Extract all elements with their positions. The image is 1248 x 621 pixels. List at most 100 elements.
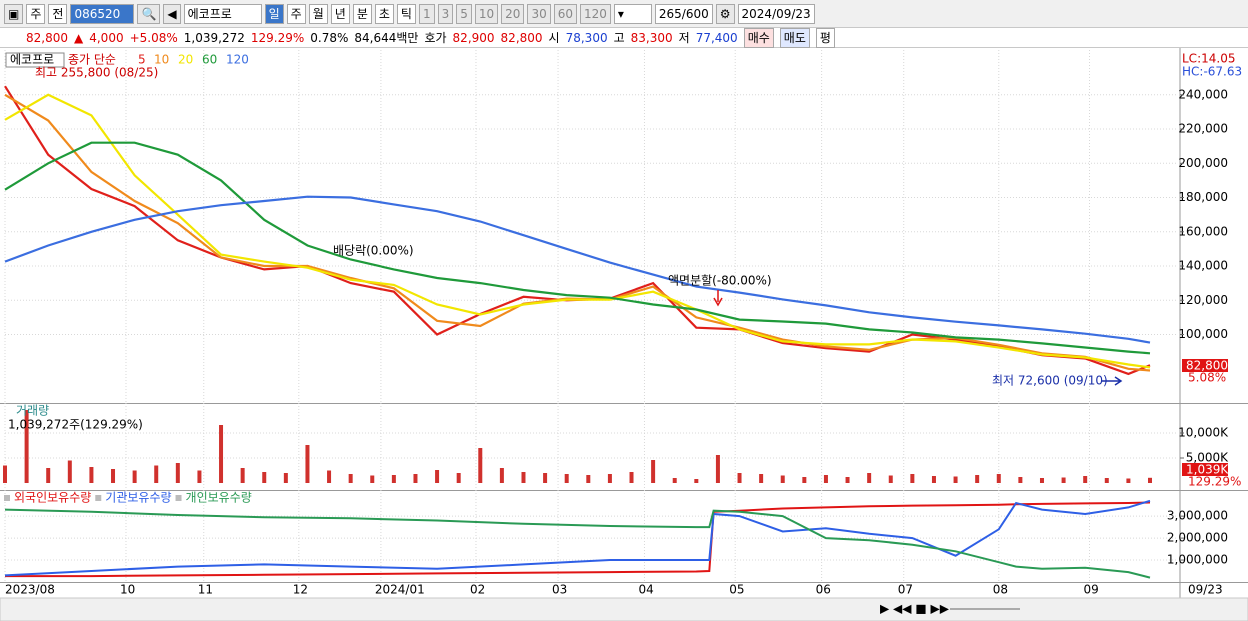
y-tick-label: 160,000	[1178, 224, 1228, 238]
label: 시	[548, 31, 560, 45]
interval[interactable]: 분	[352, 3, 372, 24]
panel-subtitle: 1,039,272주(129.29%)	[8, 418, 143, 432]
volume-bar	[370, 475, 375, 483]
volume-bar	[391, 475, 396, 483]
volume-bar	[327, 470, 332, 483]
minute[interactable]: 10	[474, 3, 499, 24]
volume-bar	[867, 473, 872, 483]
label: 저	[678, 31, 690, 45]
tool[interactable]: ⚙	[715, 3, 735, 24]
y-tick-label: 120,000	[1178, 293, 1228, 307]
x-tick-label: 08	[993, 583, 1008, 597]
minute[interactable]: 60	[553, 3, 577, 24]
volume-bar	[651, 460, 656, 483]
period-type[interactable]: 주	[26, 3, 46, 24]
scroll-buttons[interactable]: ▶ ◀◀ ■ ▶▶	[880, 602, 950, 616]
volume-bar	[715, 455, 720, 483]
x-tick-label: 05	[729, 583, 744, 597]
legend-swatch	[95, 495, 102, 501]
y-tick-label: 100,000	[1178, 327, 1228, 341]
minute[interactable]: 30	[527, 3, 551, 24]
legend-entry: 외국인보유수량	[14, 491, 91, 505]
series-line	[4, 93, 1151, 369]
volume-bar	[780, 475, 785, 483]
volume-bar	[348, 474, 353, 483]
x-tick-label: 07	[898, 583, 913, 597]
volume-bar	[1039, 478, 1044, 483]
volume-bar	[219, 425, 224, 483]
interval[interactable]: 일	[264, 3, 284, 24]
volume-bar	[89, 467, 94, 483]
legend-swatch	[4, 495, 10, 501]
y-tick-label: 1,000,000	[1167, 553, 1228, 567]
scrollbar[interactable]	[0, 597, 1248, 621]
volume-bar	[737, 473, 742, 483]
annotation: 최저 72,600 (09/10)	[992, 374, 1108, 388]
stock-name[interactable]: 에코프로	[183, 3, 262, 24]
icon[interactable]: ▣	[4, 3, 24, 24]
open: 78,300	[565, 30, 608, 45]
split-arrow	[713, 290, 723, 307]
volume-bar	[197, 470, 202, 483]
sell-button[interactable]: 매도	[779, 27, 810, 48]
ask: 82,900	[452, 30, 495, 45]
legend-entry: 120	[226, 53, 249, 67]
search[interactable]: 🔍	[137, 3, 161, 24]
annotation: 최고 255,800 (08/25)	[35, 66, 158, 80]
code[interactable]: 086520	[70, 3, 135, 24]
legend-box	[5, 52, 65, 68]
prev[interactable]: 전	[48, 3, 68, 24]
minute[interactable]: 120	[580, 3, 611, 24]
turnover: 0.78%	[310, 30, 349, 45]
minute[interactable]: 5	[456, 3, 472, 24]
volume-rate-tag: 129.29%	[1188, 475, 1241, 489]
avg-button[interactable]: 평	[815, 27, 835, 48]
quote-bar: 82,800 ▲ 4,000 +5.08% 1,039,272 129.29% …	[0, 27, 1248, 48]
buy-button[interactable]: 매수	[743, 27, 774, 48]
volume-bar	[996, 474, 1001, 483]
amount: 84,644백만	[354, 31, 419, 45]
x-tick-label: 06	[816, 583, 831, 597]
volume-bar	[1104, 478, 1109, 483]
indicator: HC:-67.63	[1182, 65, 1242, 79]
minute[interactable]: 1	[418, 3, 435, 24]
volume-bar	[802, 477, 807, 483]
interval[interactable]: 년	[330, 3, 350, 24]
arrow: ▲	[74, 30, 84, 45]
legend-title: 종가 단순	[68, 53, 116, 67]
price-tag-bg	[1182, 359, 1228, 372]
date[interactable]: 2024/09/23	[737, 3, 815, 24]
volume-bar	[413, 474, 418, 483]
interval[interactable]: 초	[374, 3, 394, 24]
count[interactable]: 265/600	[654, 3, 713, 24]
interval[interactable]: 주	[286, 3, 306, 24]
volume-bar	[435, 470, 440, 483]
volume-bar	[456, 473, 461, 483]
y-tick-label: 2,000,000	[1167, 531, 1228, 545]
volume-bar	[521, 472, 526, 483]
volume-bar	[607, 474, 612, 483]
volume-rate: 129.29%	[250, 30, 305, 45]
interval[interactable]: 틱	[396, 3, 416, 24]
x-tick-label: 10	[120, 583, 135, 597]
indicator: LC:14.05	[1182, 52, 1235, 66]
change: 4,000	[89, 30, 124, 45]
legend-entry: 20	[178, 53, 193, 67]
volume-bar	[1061, 477, 1066, 483]
volume-bar	[478, 448, 483, 483]
sound[interactable]: ◀	[163, 3, 181, 24]
minute[interactable]: 3	[437, 3, 454, 24]
dropdown[interactable]: ▾	[613, 3, 652, 24]
volume-bar	[910, 474, 915, 483]
volume: 1,039,272	[183, 30, 245, 45]
change-tag: 5.08%	[1188, 371, 1226, 385]
volume-bar	[586, 475, 591, 483]
volume-bar	[931, 476, 936, 483]
volume-bar	[888, 475, 893, 483]
minute[interactable]: 20	[501, 3, 525, 24]
volume-bar	[262, 472, 267, 483]
interval[interactable]: 월	[308, 3, 328, 24]
volume-bar	[953, 476, 958, 483]
y-tick-label: 3,000,000	[1167, 509, 1228, 523]
